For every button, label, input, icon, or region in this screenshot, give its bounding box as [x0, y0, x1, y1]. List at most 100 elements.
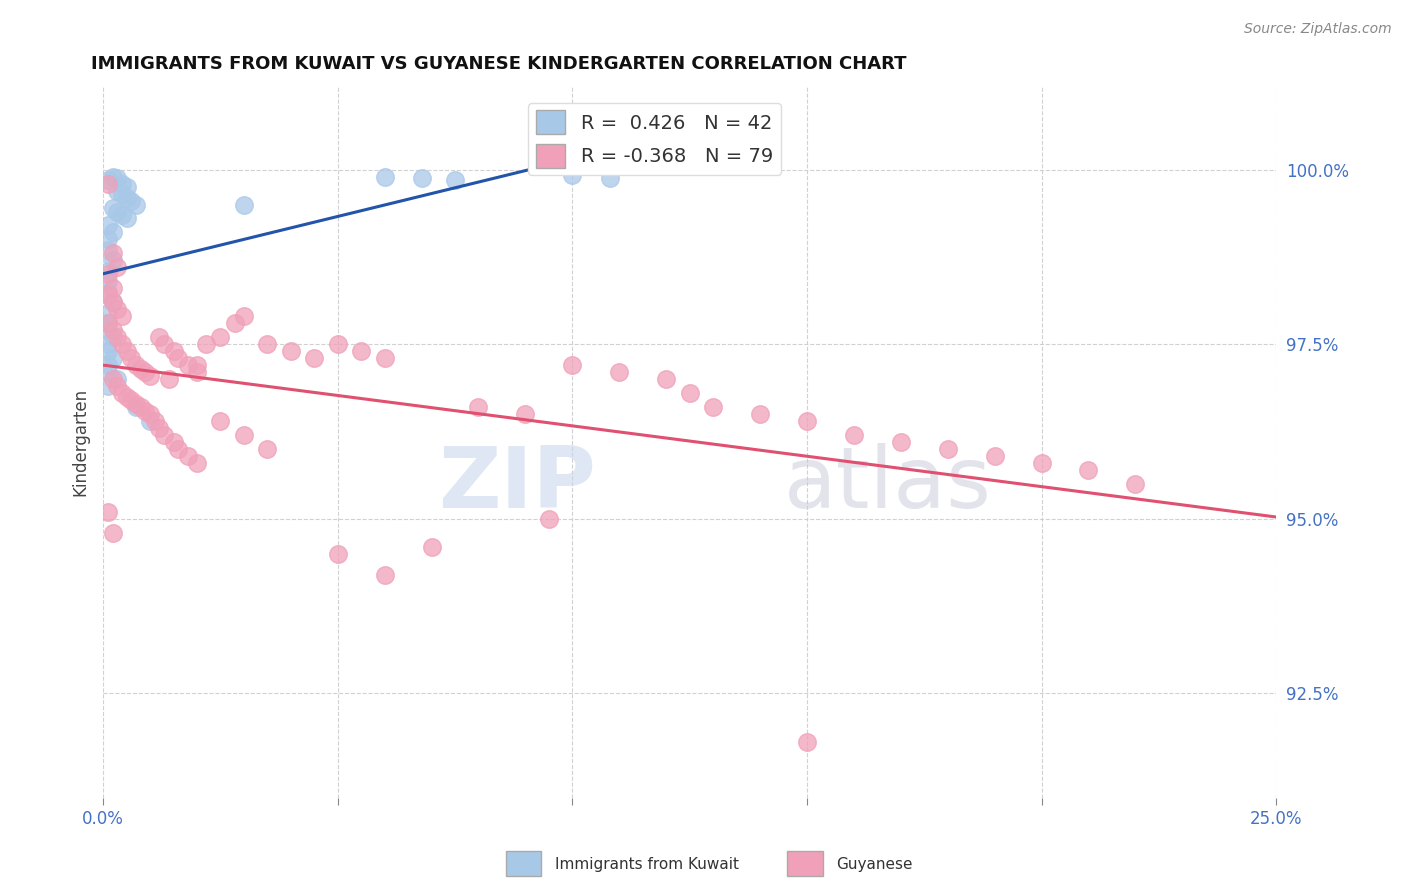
Point: [280, 344, 302, 359]
Point: [232, 428, 254, 442]
Point: [599, 171, 621, 186]
Point: [97, 379, 120, 393]
Point: [1031, 456, 1053, 470]
Point: [101, 372, 124, 386]
Point: [134, 403, 156, 417]
Point: [101, 295, 124, 310]
Point: [139, 414, 162, 428]
Point: [153, 337, 176, 351]
Point: [111, 187, 134, 202]
Legend: R =  0.426   N = 42, R = -0.368   N = 79: R = 0.426 N = 42, R = -0.368 N = 79: [529, 103, 780, 176]
Point: [105, 330, 128, 344]
Point: [97, 316, 120, 330]
Point: [115, 190, 138, 204]
Point: [97, 243, 120, 257]
Point: [97, 285, 120, 299]
Point: [232, 310, 254, 324]
Point: [209, 414, 232, 428]
Point: [1077, 463, 1099, 477]
Point: [105, 204, 128, 219]
Point: [101, 525, 124, 540]
Point: [101, 351, 124, 366]
Point: [420, 540, 443, 554]
Point: [101, 323, 124, 337]
Point: [125, 396, 148, 410]
Point: [97, 177, 120, 191]
Point: [702, 400, 724, 414]
Point: [304, 351, 326, 366]
Point: [115, 344, 138, 359]
Y-axis label: Kindergarten: Kindergarten: [72, 388, 89, 496]
Point: [139, 368, 162, 383]
Point: [111, 386, 134, 401]
Point: [101, 295, 124, 310]
Point: [256, 442, 278, 456]
Point: [983, 449, 1005, 463]
Point: [186, 358, 208, 372]
Point: [134, 365, 156, 379]
Point: [139, 407, 162, 421]
Point: [115, 390, 138, 404]
Text: IMMIGRANTS FROM KUWAIT VS GUYANESE KINDERGARTEN CORRELATION CHART: IMMIGRANTS FROM KUWAIT VS GUYANESE KINDE…: [91, 55, 907, 73]
Point: [97, 232, 120, 246]
Point: [97, 219, 120, 233]
Point: [162, 344, 184, 359]
Point: [111, 177, 134, 191]
Point: [125, 197, 148, 211]
Point: [115, 180, 138, 194]
Point: [186, 456, 208, 470]
Point: [796, 414, 818, 428]
Point: [105, 171, 128, 186]
Point: [561, 358, 583, 372]
Point: [256, 337, 278, 351]
Point: [186, 365, 208, 379]
Point: [97, 358, 120, 372]
Point: [125, 400, 148, 414]
Point: [148, 421, 170, 435]
Point: [195, 337, 218, 351]
Point: [326, 337, 349, 351]
Text: Source: ZipAtlas.com: Source: ZipAtlas.com: [1244, 22, 1392, 37]
Point: [101, 246, 124, 260]
Point: [842, 428, 865, 442]
Point: [97, 344, 120, 359]
Point: [97, 268, 120, 282]
Point: [97, 323, 120, 337]
Point: [143, 414, 166, 428]
Point: [224, 316, 246, 330]
Text: Guyanese: Guyanese: [837, 857, 912, 872]
Point: [105, 379, 128, 393]
Point: [120, 351, 142, 366]
Point: [890, 434, 912, 449]
Point: [655, 372, 678, 386]
Point: [326, 547, 349, 561]
Point: [148, 330, 170, 344]
Point: [350, 344, 373, 359]
Text: atlas: atlas: [783, 443, 991, 526]
Point: [101, 330, 124, 344]
Point: [129, 400, 152, 414]
Point: [515, 407, 537, 421]
Point: [97, 505, 120, 519]
Point: [153, 428, 176, 442]
Point: [162, 434, 184, 449]
Text: Immigrants from Kuwait: Immigrants from Kuwait: [555, 857, 740, 872]
Point: [105, 372, 128, 386]
Point: [374, 567, 396, 582]
Point: [111, 310, 134, 324]
Point: [101, 169, 124, 184]
Point: [936, 442, 959, 456]
Point: [111, 208, 134, 222]
Point: [157, 372, 180, 386]
Point: [97, 173, 120, 187]
Point: [101, 281, 124, 295]
Point: [115, 211, 138, 226]
Point: [176, 449, 198, 463]
Point: [209, 330, 232, 344]
Point: [176, 358, 198, 372]
Point: [97, 288, 120, 302]
Point: [97, 365, 120, 379]
Point: [167, 351, 190, 366]
Point: [467, 400, 489, 414]
Point: [120, 393, 142, 408]
